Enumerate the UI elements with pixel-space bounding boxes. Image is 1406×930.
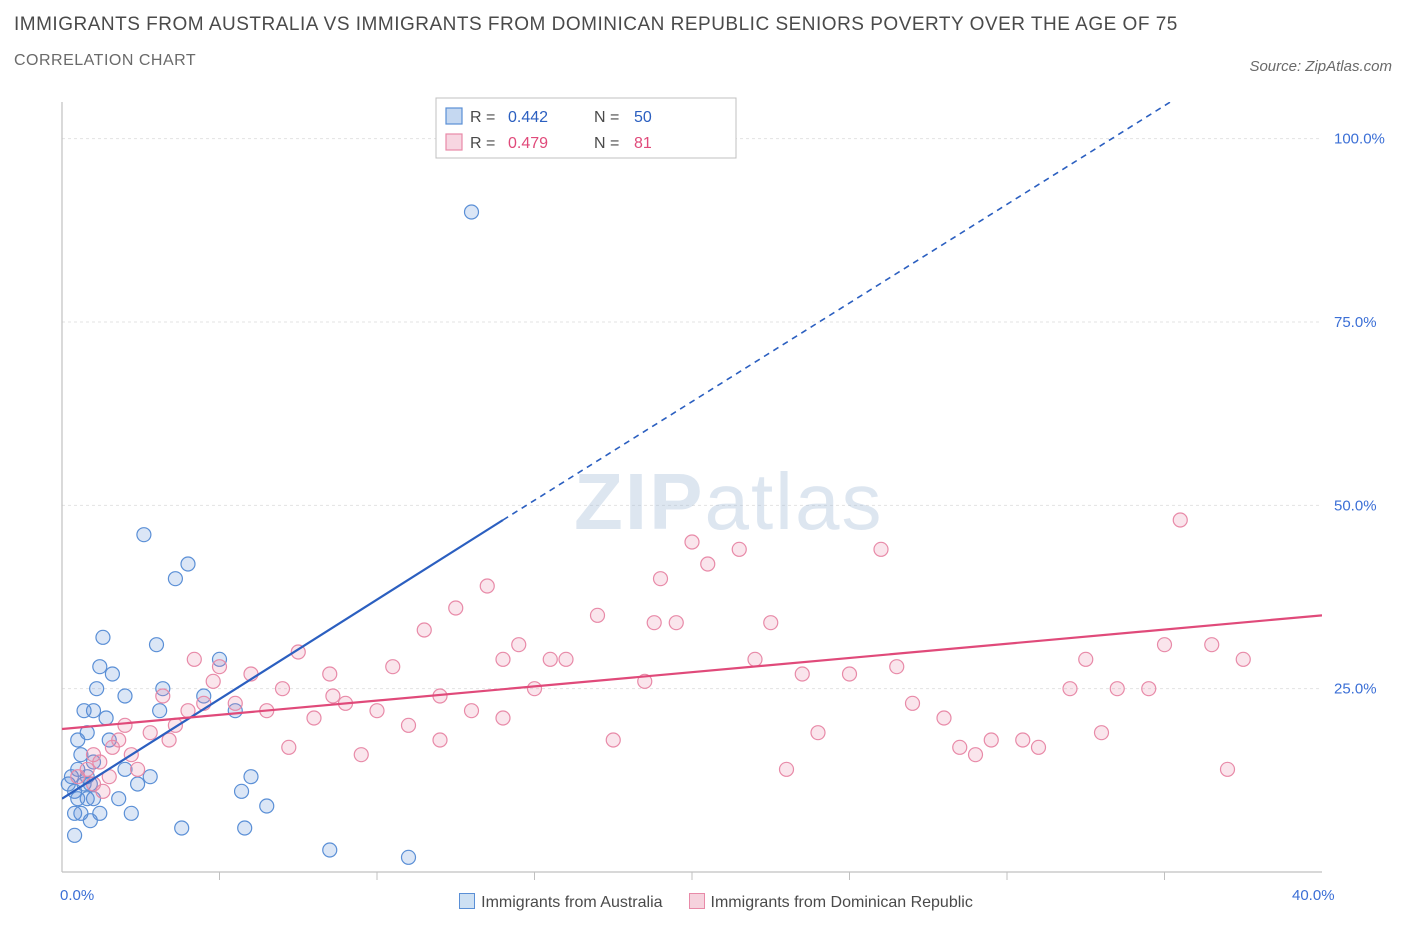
svg-text:100.0%: 100.0% — [1334, 131, 1385, 148]
bottom-legend: Immigrants from Australia Immigrants from… — [14, 893, 1392, 912]
svg-text:N =: N = — [594, 109, 619, 126]
svg-text:75.0%: 75.0% — [1334, 314, 1377, 331]
svg-text:0.442: 0.442 — [508, 109, 548, 126]
legend-label: Immigrants from Australia — [481, 894, 662, 911]
legend-label: Immigrants from Dominican Republic — [711, 894, 973, 911]
svg-text:R =: R = — [470, 109, 495, 126]
svg-text:N =: N = — [594, 135, 619, 152]
svg-text:0.479: 0.479 — [508, 135, 548, 152]
svg-text:50.0%: 50.0% — [1334, 497, 1377, 514]
correlation-scatter-chart: 25.0%50.0%75.0%100.0%0.0%40.0%R =0.442N … — [56, 96, 1392, 916]
source-text: Source: ZipAtlas.com — [1249, 58, 1392, 75]
legend-swatch — [459, 893, 475, 909]
svg-text:R =: R = — [470, 135, 495, 152]
chart-container: Seniors Poverty Over the Age of 75 25.0%… — [14, 96, 1392, 916]
legend-swatch — [689, 893, 705, 909]
svg-text:81: 81 — [634, 135, 652, 152]
svg-text:50: 50 — [634, 109, 652, 126]
svg-text:25.0%: 25.0% — [1334, 681, 1377, 698]
page-subtitle: CORRELATION CHART — [14, 52, 1178, 70]
legend-stats-box: R = 0.442 N = 50 R = 0.479 N = 81 — [436, 98, 736, 158]
page-title: IMMIGRANTS FROM AUSTRALIA VS IMMIGRANTS … — [14, 14, 1178, 36]
